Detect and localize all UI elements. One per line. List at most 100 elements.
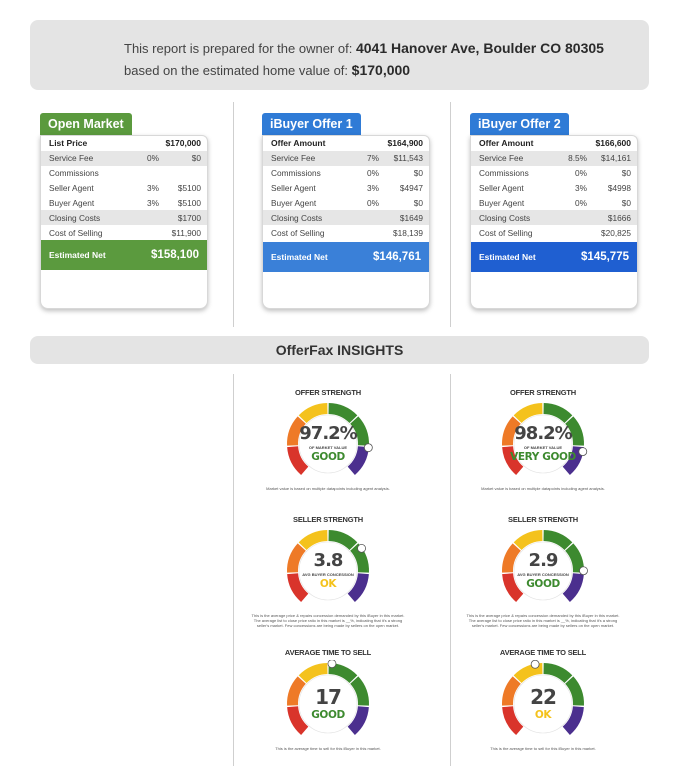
gauge-segment	[502, 446, 524, 475]
row-percent: 0%	[147, 153, 159, 164]
gauge-segment	[565, 543, 584, 573]
gauge-rating: GOOD	[311, 709, 345, 721]
gauge-center	[298, 541, 358, 601]
gauge-segment	[543, 530, 573, 551]
gauge-marker	[327, 660, 337, 669]
row-amount: $18,139	[393, 227, 423, 238]
row-label: Cost of Selling	[49, 227, 103, 238]
row-percent: 3%	[575, 183, 587, 194]
row-percent: 7%	[367, 153, 379, 164]
gauge-segment	[502, 676, 521, 706]
gauge-center	[513, 414, 573, 474]
estimated-net-bar: Estimated Net $146,761	[263, 242, 429, 273]
offer-card-row: Buyer Agent 0% $0	[471, 196, 637, 211]
row-percent: 8.5%	[568, 153, 587, 164]
gauge-segment	[287, 573, 309, 602]
row-label: Service Fee	[271, 153, 316, 164]
offer-card-row: Buyer Agent 3% $5100	[41, 196, 207, 211]
gauge-note: This is the average price & repairs conc…	[466, 613, 620, 628]
gauge-rating: GOOD	[311, 451, 345, 463]
gauge-value: 22	[530, 685, 557, 709]
offer-strength-gauge: OFFER STRENGTH 97.2% OF MARKET VALUE GOOD	[263, 388, 393, 498]
row-label: Commissions	[271, 168, 321, 179]
offer-card: iBuyer Offer 2 Offer Amount $166,600 Servic…	[470, 113, 638, 309]
row-label: Closing Costs	[479, 212, 531, 223]
offer-card-tab: iBuyer Offer 2	[470, 113, 569, 135]
column-divider	[450, 102, 451, 327]
offer-card-body: Offer Amount $166,600 Service Fee 8.5% $14,1…	[470, 135, 638, 309]
row-percent: 3%	[147, 183, 159, 194]
gauge-marker	[578, 447, 588, 456]
gauge-dial	[502, 660, 584, 735]
row-amount: $0	[413, 198, 423, 208]
gauge-segment	[502, 573, 524, 602]
gauge-note: This is the average time to sell for thi…	[275, 746, 381, 751]
gauge-subtitle: OF MARKET VALUE	[308, 445, 348, 450]
gauge-segment	[328, 403, 358, 424]
row-amount: $11,900	[171, 227, 201, 238]
row-label: Closing Costs	[49, 212, 101, 223]
seller-strength-gauge: SELLER STRENGTH 3.8 AVG BUYER CONCESSION OK	[263, 515, 393, 625]
row-amount: $5100	[177, 198, 201, 208]
offer-card-row: Service Fee 0% $0	[41, 150, 207, 166]
gauge-title: AVERAGE TIME TO SELL	[499, 648, 587, 657]
gauge-segment	[513, 530, 543, 551]
offer-card-row: List Price $170,000	[41, 136, 207, 151]
report-header	[30, 20, 649, 90]
gauge-marker	[579, 566, 588, 576]
gauge-segment	[287, 676, 306, 706]
row-amount: $1649	[399, 212, 423, 223]
row-label: Seller Agent	[49, 183, 94, 194]
offer-card-row: Commissions 0% $0	[471, 166, 637, 181]
header-owner-line: This report is prepared for the owner of…	[124, 40, 604, 56]
estimated-net-amount: $158,100	[151, 249, 199, 262]
gauge-dial	[502, 530, 588, 602]
row-label: List Price	[49, 138, 88, 149]
column-divider	[233, 102, 234, 327]
gauge-dial	[287, 403, 373, 475]
gauge-segment	[543, 663, 573, 684]
gauge-title: SELLER STRENGTH	[293, 515, 363, 524]
gauge-subtitle: AVG BUYER CONCESSION	[302, 572, 354, 577]
gauge-segment	[502, 543, 521, 573]
gauge-segment	[562, 706, 584, 735]
row-amount: $4998	[607, 183, 631, 194]
gauge-value: 98.2%	[514, 423, 572, 444]
row-label: Closing Costs	[271, 212, 323, 223]
estimated-net-label: Estimated Net	[271, 252, 328, 263]
gauge-center	[298, 414, 358, 474]
gauge-subtitle: OF MARKET VALUE	[523, 445, 563, 450]
gauge-segment	[298, 663, 328, 684]
offer-card-row: Seller Agent 3% $5100	[41, 181, 207, 196]
estimated-net-bar: Estimated Net $145,775	[471, 242, 637, 273]
gauge-segment	[287, 543, 306, 573]
row-label: Offer Amount	[479, 138, 534, 149]
estimated-net-amount: $145,775	[581, 251, 629, 264]
gauge-value: 97.2%	[299, 423, 357, 444]
gauge-segment	[565, 416, 584, 446]
header-value-line: based on the estimated home value of: $1…	[124, 62, 410, 78]
row-label: Offer Amount	[271, 138, 326, 149]
row-amount: $170,000	[165, 138, 201, 149]
offer-strength-gauge: OFFER STRENGTH 98.2% OF MARKET VALUE VERY G…	[478, 388, 608, 498]
gauge-segment	[287, 446, 309, 475]
gauge-segment	[350, 416, 369, 446]
gauge-segment	[513, 403, 543, 424]
row-percent: 3%	[147, 198, 159, 208]
header-address: 4041 Hanover Ave, Boulder CO 80305	[355, 40, 604, 56]
row-label: Cost of Selling	[479, 227, 533, 238]
row-label: Buyer Agent	[479, 198, 525, 208]
gauge-marker	[363, 443, 373, 453]
offer-card: Open Market List Price $170,000 Service Fee…	[40, 113, 208, 309]
gauge-note: This is the average price & repairs conc…	[251, 613, 405, 628]
row-label: Seller Agent	[479, 183, 524, 194]
offer-card-row: Buyer Agent 0% $0	[263, 196, 429, 211]
gauge-rating: OK	[319, 578, 337, 590]
row-amount: $0	[621, 168, 631, 179]
gauge-center	[513, 674, 573, 734]
row-label: Buyer Agent	[49, 198, 95, 208]
gauge-segment	[565, 676, 584, 706]
gauge-segment	[287, 416, 306, 446]
gauge-note: This is the average time to sell for thi…	[490, 746, 596, 751]
gauge-subtitle: AVG BUYER CONCESSION	[517, 572, 569, 577]
